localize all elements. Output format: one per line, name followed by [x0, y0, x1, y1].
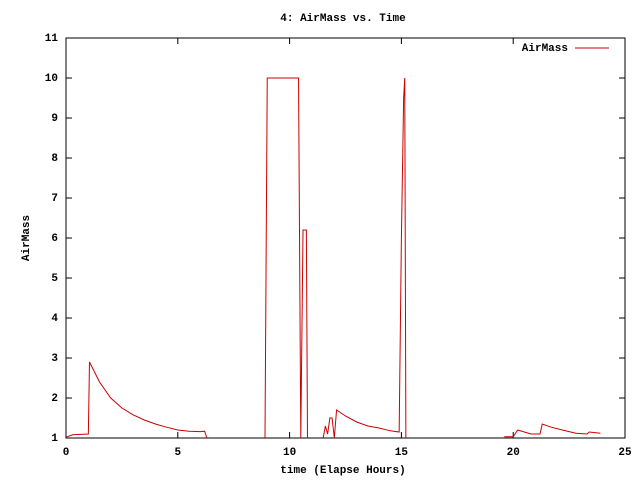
x-tick-label: 15: [395, 447, 409, 459]
y-tick-label: 10: [45, 73, 58, 85]
y-tick-label: 9: [51, 113, 58, 125]
y-tick-label: 7: [51, 193, 58, 205]
x-axis-label: time (Elapse Hours): [280, 465, 405, 477]
x-tick-label: 10: [283, 447, 296, 459]
x-tick-label: 20: [507, 447, 520, 459]
y-tick-label: 11: [45, 33, 59, 45]
y-axis-label: AirMass: [21, 215, 33, 261]
data-line: [65, 77, 601, 439]
y-tick-label: 5: [51, 273, 58, 285]
y-tick-label: 6: [51, 233, 58, 245]
y-tick-label: 2: [51, 393, 58, 405]
legend-label: AirMass: [522, 43, 568, 55]
x-tick-label: 25: [618, 447, 632, 459]
chart-title: 4: AirMass vs. Time: [280, 13, 406, 25]
y-tick-label: 3: [51, 353, 58, 365]
y-tick-label: 8: [51, 153, 58, 165]
y-tick-label: 1: [51, 433, 58, 445]
x-tick-label: 5: [174, 447, 181, 459]
x-tick-label: 0: [63, 447, 70, 459]
y-tick-label: 4: [51, 313, 58, 325]
plot-frame: [65, 37, 626, 439]
